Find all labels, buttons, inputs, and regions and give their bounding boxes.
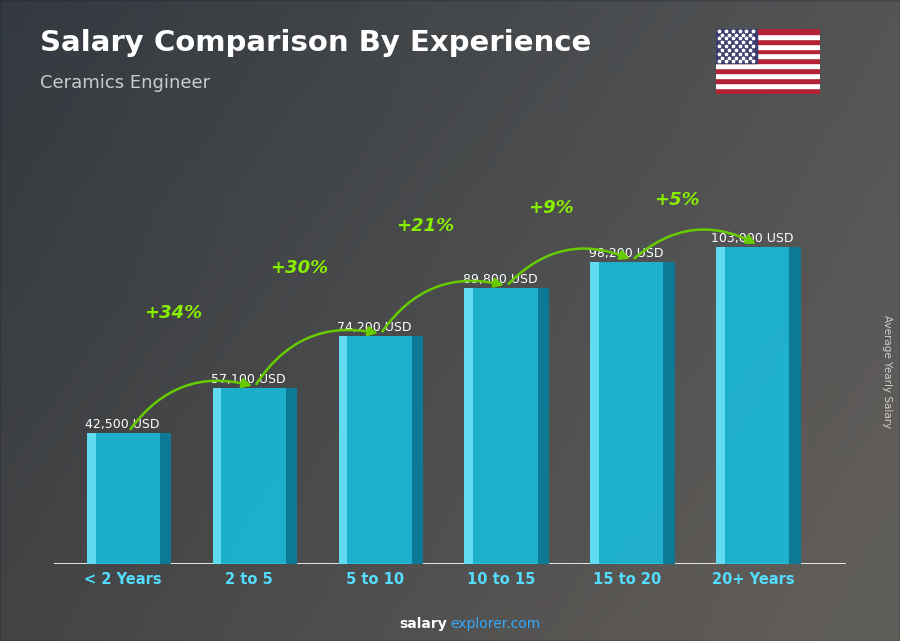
Text: +5%: +5% (653, 191, 699, 209)
Polygon shape (464, 288, 473, 564)
Polygon shape (537, 288, 549, 564)
Bar (716, 247, 789, 564)
Text: +34%: +34% (144, 304, 202, 322)
Bar (464, 288, 537, 564)
Text: 42,500 USD: 42,500 USD (86, 419, 160, 431)
Text: Average Yearly Salary: Average Yearly Salary (881, 315, 892, 428)
Text: 57,100 USD: 57,100 USD (212, 374, 286, 387)
Bar (590, 262, 663, 564)
Text: +21%: +21% (396, 217, 454, 235)
Polygon shape (86, 433, 95, 564)
Polygon shape (338, 336, 347, 564)
Text: Ceramics Engineer: Ceramics Engineer (40, 74, 211, 92)
Text: 89,800 USD: 89,800 USD (464, 273, 537, 286)
Polygon shape (212, 388, 221, 564)
Text: Salary Comparison By Experience: Salary Comparison By Experience (40, 29, 592, 57)
Polygon shape (716, 29, 757, 63)
Text: 98,200 USD: 98,200 USD (589, 247, 663, 260)
Polygon shape (663, 262, 675, 564)
Bar (212, 388, 285, 564)
Polygon shape (590, 262, 599, 564)
FancyArrowPatch shape (382, 279, 501, 331)
Polygon shape (411, 336, 423, 564)
Text: +30%: +30% (270, 258, 328, 276)
Text: 103,000 USD: 103,000 USD (711, 232, 794, 246)
Bar (86, 433, 160, 564)
Text: salary: salary (400, 617, 447, 631)
FancyArrowPatch shape (130, 379, 249, 429)
Text: explorer.com: explorer.com (450, 617, 540, 631)
FancyArrowPatch shape (634, 229, 753, 258)
Text: 74,200 USD: 74,200 USD (338, 321, 411, 334)
Text: +9%: +9% (528, 199, 573, 217)
FancyArrowPatch shape (256, 328, 375, 384)
Polygon shape (789, 247, 801, 564)
Polygon shape (160, 433, 171, 564)
FancyArrowPatch shape (508, 249, 627, 284)
Bar (338, 336, 411, 564)
Polygon shape (716, 247, 725, 564)
Polygon shape (285, 388, 297, 564)
